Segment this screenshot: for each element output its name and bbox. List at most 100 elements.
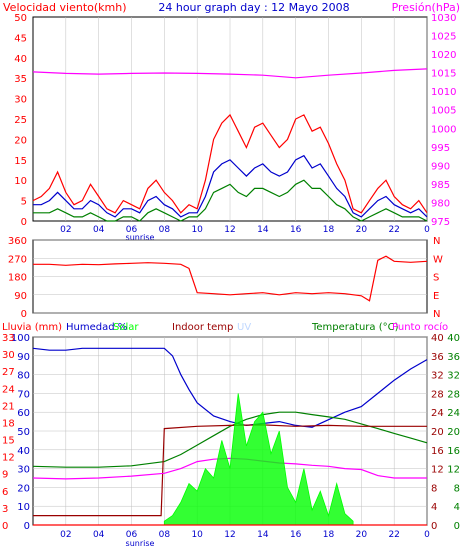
humidity-y-tick-label: 10 — [17, 502, 30, 513]
wind-y-tick-label: 5 — [21, 197, 27, 208]
compass-tick-label: S — [433, 273, 439, 284]
humidity-y-tick-label: 80 — [17, 371, 30, 382]
pressure-y-tick-label: 1015 — [431, 69, 456, 80]
climate-x-tick-label: 04 — [93, 530, 105, 540]
wind-y-tick-label: 0 — [21, 217, 27, 228]
climate-series — [32, 347, 428, 526]
pressure-y-tick-label: 1025 — [431, 32, 456, 43]
temperature-y-tick-label: 24 — [447, 408, 460, 419]
climate-x-ticks: 02 04 06 08 10 12 14 16 18 20 22 0 sunrise — [60, 530, 430, 548]
indoor-temp-y-tick-label: 4 — [431, 502, 437, 513]
legend-label: UV — [237, 322, 251, 333]
wind-x-tick-label: 0 — [424, 225, 430, 235]
pressure-y-tick-label: 1005 — [431, 106, 456, 117]
series-line-gust — [32, 113, 428, 214]
wind-grid — [65, 17, 428, 221]
pressure-y-tick-label: 1000 — [431, 124, 456, 135]
indoor-temp-y-tick-label: 16 — [431, 446, 444, 457]
temperature-y-tick-label: 4 — [454, 502, 460, 513]
temperature-y-tick-label: 0 — [454, 521, 460, 532]
wind-x-tick-label: 10 — [191, 225, 203, 235]
climate-x-tick-label: 18 — [323, 530, 335, 540]
direction-y-tick-label: 270 — [8, 254, 27, 265]
legend-label: Lluvia (mm) — [2, 322, 62, 333]
direction-y-tick-label: 90 — [14, 291, 27, 302]
climate-x-tick-label: 10 — [191, 530, 203, 540]
chart-title: 24 hour graph day : 12 Mayo 2008 — [158, 1, 349, 14]
climate-x-tick-label: 22 — [388, 530, 399, 540]
temperature-y-tick-label: 12 — [447, 465, 460, 476]
panel3-legend: Lluvia (mm) Humedad %Solar Indoor temp UV Te… — [2, 321, 448, 333]
rain-y-tick-label: 33 — [2, 333, 15, 344]
wind-y-tick-label: 50 — [14, 13, 27, 24]
pressure-y-tick-label: 975 — [431, 217, 450, 228]
rain-y-tick-label: 24 — [2, 384, 15, 395]
wind-y-tick-label: 20 — [14, 135, 27, 146]
indoor-temp-y-tick-label: 8 — [431, 483, 437, 494]
indoor-temp-y-tick-label: 32 — [431, 371, 444, 382]
climate-x-tick-label: 06 — [126, 530, 138, 540]
wind-y-tick-label: 35 — [14, 74, 27, 85]
wind-x-tick-label: 20 — [356, 225, 368, 235]
series-area-Solar — [163, 393, 354, 526]
humidity-y-tick-label: 40 — [17, 446, 30, 457]
pressure-y-tick-label: 1010 — [431, 87, 456, 98]
series-line-direction — [33, 255, 428, 302]
wind-x-tick-label: 12 — [224, 225, 235, 235]
direction-y-tick-label: 180 — [8, 273, 27, 284]
indoor-temp-y-tick-label: 28 — [431, 389, 444, 400]
rain-y-tick-label: 6 — [2, 487, 8, 498]
temperature-y-tick-label: 28 — [447, 389, 460, 400]
climate-x-tick-label: 20 — [356, 530, 368, 540]
humidity-y-tick-label: 70 — [17, 389, 30, 400]
direction-y-ticks: 0 90 180 270 360 — [8, 236, 27, 320]
temperature-y-tick-label: 36 — [447, 352, 460, 363]
rain-y-tick-label: 27 — [2, 367, 15, 378]
legend-label: Indoor temp — [172, 322, 233, 333]
sunrise-label: sunrise — [126, 539, 155, 548]
humidity-y-tick-label: 50 — [17, 427, 30, 438]
wind-x-tick-label: 06 — [126, 225, 138, 235]
rain-y-tick-label: 30 — [2, 350, 15, 361]
wind-x-tick-label: 08 — [159, 225, 171, 235]
compass-tick-label: N — [433, 236, 440, 247]
wind-x-tick-label: 18 — [323, 225, 335, 235]
rain-y-tick-label: 3 — [2, 504, 8, 515]
rain-y-tick-label: 18 — [2, 418, 15, 429]
series-line-Humedad % — [32, 347, 428, 428]
rain-y-tick-label: 12 — [2, 453, 15, 464]
compass-tick-label: W — [433, 254, 443, 265]
temperature-y-tick-label: 40 — [447, 333, 460, 344]
rain-y-tick-label: 9 — [2, 470, 8, 481]
legend-label: Solar — [113, 322, 139, 333]
pressure-y-tick-label: 980 — [431, 198, 450, 209]
indoor-temp-y-tick-label: 12 — [431, 465, 444, 476]
series-line-average — [33, 154, 428, 218]
compass-tick-label: E — [433, 291, 439, 302]
temperature-y-tick-label: 32 — [447, 371, 460, 382]
rain-humidity-y-ticks: 0 10 20 30 40 50 60 70 80 90 100 0 3 6 9 12 15 18 21 24 27 30… — [2, 333, 30, 532]
pressure-y-tick-label: 990 — [431, 161, 450, 172]
wind-x-tick-label: 22 — [388, 225, 399, 235]
rain-y-tick-label: 0 — [2, 521, 8, 532]
wind-y-ticks: 0 5 10 15 20 25 30 35 40 45 50 — [14, 13, 27, 228]
humidity-y-tick-label: 30 — [17, 465, 30, 476]
humidity-y-tick-label: 100 — [11, 333, 30, 344]
temperature-y-tick-label: 8 — [454, 483, 460, 494]
humidity-y-tick-label: 90 — [17, 352, 30, 363]
climate-x-tick-label: 14 — [257, 530, 269, 540]
wind-x-tick-label: 14 — [257, 225, 269, 235]
climate-x-tick-label: 02 — [60, 530, 71, 540]
wind-y-tick-label: 30 — [14, 95, 27, 106]
wind-axis-title: Velocidad viento(kmh) — [3, 1, 127, 14]
wind-x-tick-label: 04 — [93, 225, 105, 235]
direction-y-tick-label: 0 — [21, 309, 27, 320]
wind-x-tick-label: 16 — [290, 225, 302, 235]
wind-series — [32, 68, 428, 222]
climate-x-tick-label: 16 — [290, 530, 302, 540]
wind-y-tick-label: 15 — [14, 156, 27, 167]
legend-label: Humedad % — [66, 322, 127, 333]
climate-x-tick-label: 0 — [424, 530, 430, 540]
indoor-temp-y-tick-label: 20 — [431, 427, 444, 438]
wind-x-tick-label: 02 — [60, 225, 71, 235]
